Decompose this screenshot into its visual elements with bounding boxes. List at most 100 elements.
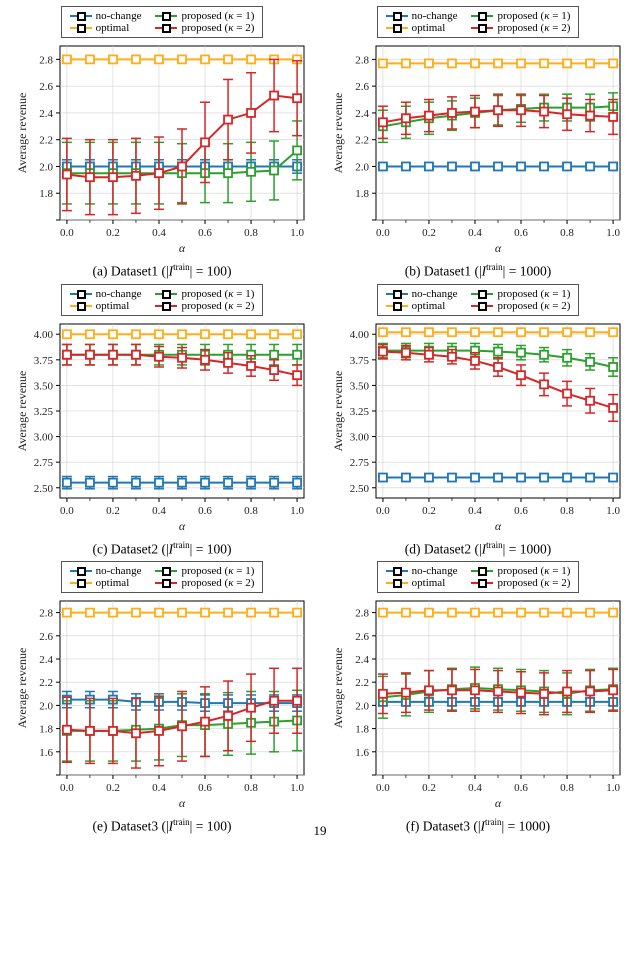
svg-text:Average revenue: Average revenue (15, 370, 29, 451)
svg-text:3.25: 3.25 (34, 406, 54, 418)
svg-text:0.2: 0.2 (106, 227, 120, 239)
legend-item-no-change: no-change (70, 10, 142, 22)
svg-text:0.4: 0.4 (152, 505, 166, 517)
panel-c: no-changeproposed (κ = 1)optimalproposed… (8, 284, 316, 558)
svg-text:0.4: 0.4 (468, 505, 482, 517)
svg-text:0.4: 0.4 (152, 227, 166, 239)
legend: no-change proposed (κ = 1) optimal proposed… (377, 284, 580, 316)
chart: 0.00.20.40.60.81.0αAverage revenue1.82.0… (328, 40, 628, 260)
svg-text:0.8: 0.8 (244, 782, 258, 794)
legend-label: proposed (κ = 1) (497, 288, 570, 300)
svg-text:2.0: 2.0 (39, 161, 53, 173)
svg-text:2.6: 2.6 (355, 81, 369, 93)
legend-item-k1: proposed (κ = 1) (155, 10, 254, 22)
svg-text:2.0: 2.0 (355, 700, 369, 712)
panel-caption: (c) Dataset2 (|Itrain| = 100) (93, 540, 232, 558)
legend-label: proposed (κ = 1) (181, 565, 254, 577)
svg-text:Average revenue: Average revenue (331, 370, 345, 451)
svg-text:2.4: 2.4 (355, 108, 369, 120)
chart: 0.00.20.40.60.81.0αAverage revenue2.502.… (328, 318, 628, 538)
legend-label: proposed (κ = 2) (181, 577, 254, 589)
svg-text:1.0: 1.0 (290, 782, 304, 794)
legend-label: no-change (412, 565, 458, 577)
panel-caption: (b) Dataset1 (|Itrain| = 1000) (405, 262, 551, 280)
chart: 0.00.20.40.60.81.0αAverage revenue1.82.0… (12, 40, 312, 260)
legend-item-no-change: no-change (70, 565, 142, 577)
svg-text:2.4: 2.4 (355, 654, 369, 666)
legend-label: no-change (96, 288, 142, 300)
svg-text:2.75: 2.75 (34, 457, 54, 469)
legend-label: proposed (κ = 2) (497, 300, 570, 312)
legend-label: proposed (κ = 2) (497, 577, 570, 589)
panel-caption: (d) Dataset2 (|Itrain| = 1000) (405, 540, 551, 558)
svg-text:α: α (179, 796, 186, 810)
panel-e: no-change proposed (κ = 1) optimal proposed… (8, 561, 316, 835)
legend-label: optimal (96, 22, 130, 34)
svg-text:1.0: 1.0 (290, 227, 304, 239)
legend-item-optimal: optimal (70, 22, 142, 34)
svg-text:1.0: 1.0 (606, 505, 620, 517)
svg-text:2.4: 2.4 (39, 654, 53, 666)
legend-label: proposed (κ = 1) (181, 288, 254, 300)
legend-label: proposed (κ = 2) (181, 22, 254, 34)
svg-text:2.8: 2.8 (355, 54, 369, 66)
legend-item-k2: proposed (κ = 2) (155, 300, 254, 312)
svg-text:3.50: 3.50 (350, 380, 370, 392)
svg-text:3.75: 3.75 (350, 354, 370, 366)
svg-text:0.6: 0.6 (514, 227, 528, 239)
legend-item-optimal: optimal (386, 300, 458, 312)
svg-text:0.4: 0.4 (468, 782, 482, 794)
legend-item-no-change: no-change (386, 10, 458, 22)
legend-item-k2: proposed (κ = 2) (471, 22, 570, 34)
legend-label: no-change (412, 10, 458, 22)
svg-text:0.8: 0.8 (244, 227, 258, 239)
panel-b: no-changeproposed (κ = 1)optimalproposed… (324, 6, 632, 280)
svg-text:3.75: 3.75 (34, 354, 54, 366)
svg-text:0.8: 0.8 (244, 505, 258, 517)
svg-text:2.2: 2.2 (39, 677, 53, 689)
chart: 0.00.20.40.60.81.0αAverage revenue1.61.8… (328, 595, 628, 815)
svg-text:0.0: 0.0 (376, 505, 390, 517)
svg-text:Average revenue: Average revenue (15, 93, 29, 174)
legend-label: proposed (κ = 2) (181, 300, 254, 312)
legend-label: optimal (412, 300, 446, 312)
svg-text:0.2: 0.2 (106, 505, 120, 517)
svg-text:Average revenue: Average revenue (331, 648, 345, 729)
legend-label: no-change (96, 10, 142, 22)
legend: no-changeproposed (κ = 1)optimalproposed… (377, 6, 580, 38)
legend: no-changeproposed (κ = 1)optimalproposed… (377, 561, 580, 593)
svg-text:2.0: 2.0 (39, 700, 53, 712)
legend-item-k1: proposed (κ = 1) (471, 565, 570, 577)
svg-text:2.8: 2.8 (39, 608, 53, 620)
svg-text:2.8: 2.8 (39, 54, 53, 66)
svg-text:4.00: 4.00 (34, 329, 54, 341)
legend-item-k2: proposed (κ = 2) (471, 577, 570, 589)
svg-text:α: α (179, 241, 186, 255)
svg-text:2.0: 2.0 (355, 161, 369, 173)
legend-item-no-change: no-change (386, 288, 458, 300)
svg-text:1.8: 1.8 (39, 188, 53, 200)
chart: 0.00.20.40.60.81.0αAverage revenue1.61.8… (12, 595, 312, 815)
legend-item-no-change: no-change (70, 288, 142, 300)
svg-text:3.25: 3.25 (350, 406, 370, 418)
svg-text:0.0: 0.0 (376, 227, 390, 239)
legend-item-no-change: no-change (386, 565, 458, 577)
legend-label: proposed (κ = 1) (497, 10, 570, 22)
panel-f: no-changeproposed (κ = 1)optimalproposed… (324, 561, 632, 835)
svg-text:0.6: 0.6 (198, 227, 212, 239)
legend: no-changeproposed (κ = 1)optimalproposed… (61, 284, 264, 316)
legend-label: optimal (96, 577, 130, 589)
svg-text:4.00: 4.00 (350, 329, 370, 341)
svg-text:0.8: 0.8 (560, 505, 574, 517)
chart: 0.00.20.40.60.81.0αAverage revenue2.502.… (12, 318, 312, 538)
svg-text:0.0: 0.0 (376, 782, 390, 794)
legend: no-change proposed (κ = 1) optimal proposed… (61, 6, 264, 38)
legend-item-k1: proposed (κ = 1) (155, 565, 254, 577)
figure-grid: no-change proposed (κ = 1) optimal proposed… (0, 0, 640, 843)
svg-text:2.50: 2.50 (34, 482, 54, 494)
svg-text:Average revenue: Average revenue (331, 93, 345, 174)
legend-label: proposed (κ = 1) (181, 10, 254, 22)
legend-item-k1: proposed (κ = 1) (155, 288, 254, 300)
legend-item-k1: proposed (κ = 1) (471, 10, 570, 22)
svg-text:Average revenue: Average revenue (15, 648, 29, 729)
